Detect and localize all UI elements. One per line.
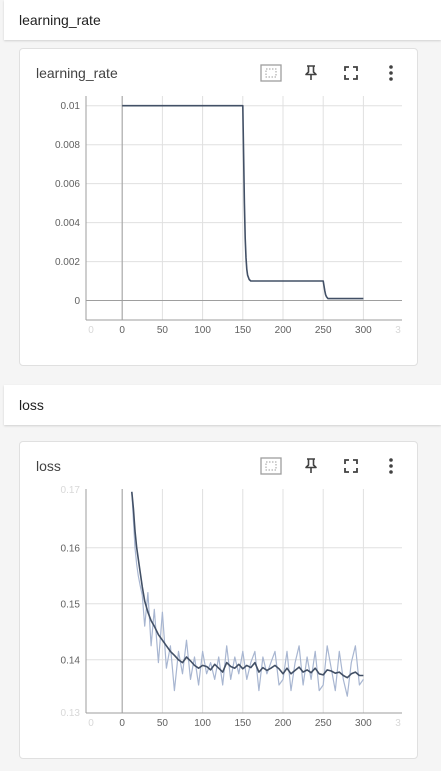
section-title: learning_rate — [19, 12, 101, 28]
card-toolbar — [251, 57, 411, 89]
more-vert-icon — [389, 65, 393, 81]
section-header-loss[interactable]: loss — [4, 385, 441, 425]
pin-button[interactable] — [291, 450, 331, 482]
fullscreen-button[interactable] — [331, 450, 371, 482]
pin-icon — [305, 458, 317, 473]
fullscreen-button[interactable] — [331, 57, 371, 89]
card-toolbar — [251, 450, 411, 482]
more-vert-icon — [389, 458, 393, 474]
fit-domain-button[interactable] — [251, 57, 291, 89]
chart-card-learning-rate: learning_rate — [19, 48, 418, 366]
fullscreen-icon — [344, 459, 358, 473]
chart-card-loss: loss — [19, 441, 418, 759]
section-title: loss — [19, 397, 44, 413]
fit-domain-icon — [260, 457, 282, 475]
fullscreen-icon — [344, 66, 358, 80]
more-button[interactable] — [371, 450, 411, 482]
more-button[interactable] — [371, 57, 411, 89]
card-title: loss — [36, 458, 61, 474]
pin-button[interactable] — [291, 57, 331, 89]
fit-domain-button[interactable] — [251, 450, 291, 482]
section-header-learning-rate[interactable]: learning_rate — [4, 0, 441, 40]
card-title: learning_rate — [36, 65, 118, 81]
pin-icon — [305, 65, 317, 80]
fit-domain-icon — [260, 64, 282, 82]
